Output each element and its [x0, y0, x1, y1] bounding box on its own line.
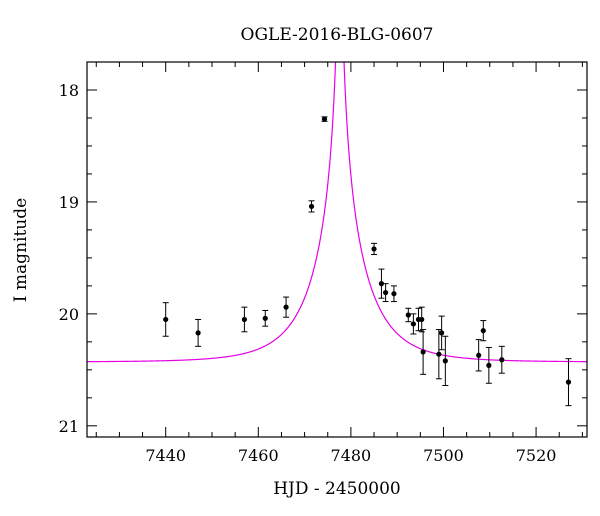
- plot-frame: [86, 61, 588, 438]
- x-tick-label: 7440: [145, 446, 186, 465]
- model-curve: [87, 62, 587, 363]
- data-point: [321, 116, 328, 122]
- data-point: [486, 362, 492, 368]
- y-axis-label: I magnitude: [11, 198, 31, 302]
- y-tick-label: 21: [59, 417, 79, 436]
- data-point: [405, 312, 411, 318]
- data-point: [391, 291, 397, 297]
- data-point: [436, 351, 442, 357]
- data-point: [371, 246, 377, 252]
- x-tick-label: 7460: [238, 446, 279, 465]
- x-tick-label: 7500: [423, 446, 464, 465]
- data-point: [195, 330, 201, 336]
- x-tick-label: 7480: [331, 446, 372, 465]
- y-tick-label: 19: [59, 193, 79, 212]
- y-tick-label: 20: [59, 305, 79, 324]
- x-axis-label: HJD - 2450000: [273, 479, 401, 499]
- data-point: [439, 330, 445, 336]
- data-point: [308, 203, 315, 210]
- x-tick-label: 7520: [516, 446, 557, 465]
- data-point: [378, 281, 385, 287]
- data-point: [420, 349, 426, 355]
- data-point: [442, 358, 448, 364]
- y-tick-label: 18: [59, 81, 79, 100]
- data-point: [262, 315, 268, 321]
- data-point: [565, 379, 572, 385]
- data-point: [419, 316, 425, 323]
- data-point: [383, 289, 389, 296]
- data-point: [163, 316, 169, 323]
- chart-title: OGLE-2016-BLG-0607: [241, 25, 434, 45]
- data-point: [476, 352, 482, 358]
- data-point: [499, 357, 505, 363]
- data-point: [410, 321, 416, 327]
- plot-area: 7440 7460 7480 7500 7520 18 19 20 21: [59, 61, 588, 465]
- data-point: [283, 304, 289, 310]
- data-point: [241, 316, 248, 323]
- data-point: [480, 328, 486, 334]
